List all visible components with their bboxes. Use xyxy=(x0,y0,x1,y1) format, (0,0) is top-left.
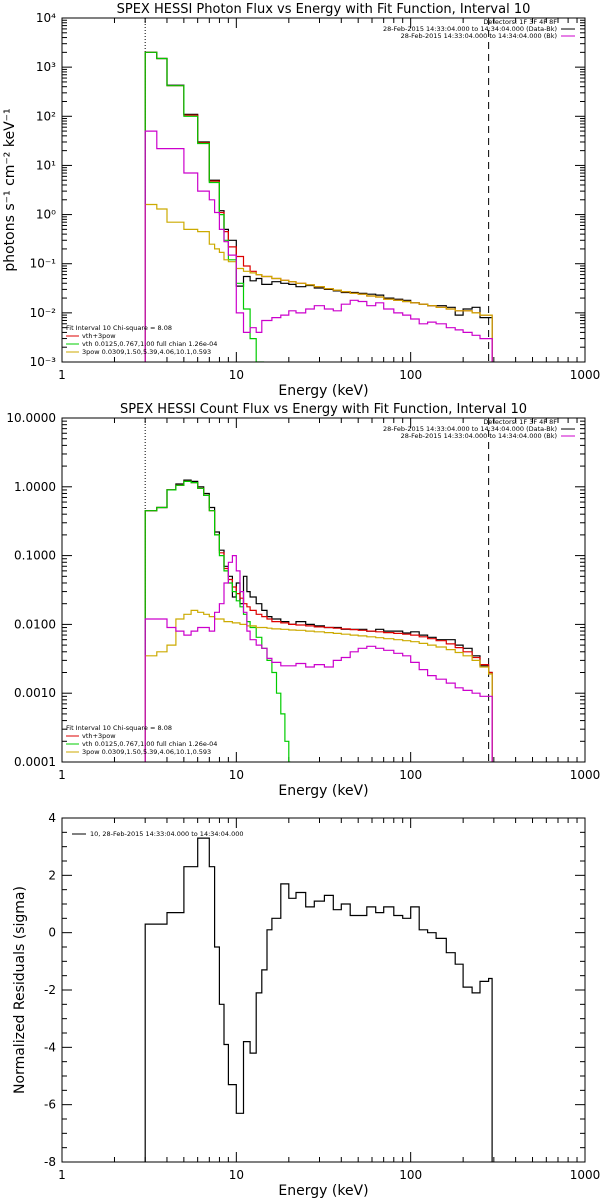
series-line-1 xyxy=(144,51,493,362)
y-tick-label: 0.0010 xyxy=(14,686,56,700)
y-tick-label: 10³ xyxy=(36,60,56,74)
y-tick-label: 10⁻¹ xyxy=(30,257,57,271)
plot-frame xyxy=(61,17,586,363)
y-tick-label: 0.1000 xyxy=(14,549,56,563)
series-group xyxy=(144,51,493,362)
legend-bottom-entry: Fit Interval 10 Chi-square = 8.08 xyxy=(66,324,172,332)
x-tick-label: 1000 xyxy=(570,1168,600,1182)
x-tick-label: 1000 xyxy=(570,368,600,382)
series-line-0 xyxy=(144,51,493,362)
y-tick-label: 0 xyxy=(48,926,56,940)
x-tick-label: 100 xyxy=(399,368,422,382)
y-axis-label: Normalized Residuals (sigma) xyxy=(12,886,28,1094)
legend-bottom-entry: 3pow 0.0309,1.50,5.39,4.06,10.1,0.593 xyxy=(82,348,211,356)
y-tick-label: -6 xyxy=(44,1098,56,1112)
photon-flux-panel: SPEX HESSI Photon Flux vs Energy with Fi… xyxy=(2,2,600,399)
y-tick-label: 0.0001 xyxy=(14,755,56,769)
x-tick-label: 10 xyxy=(229,368,244,382)
y-tick-label: 10¹ xyxy=(36,158,56,172)
series-line-1 xyxy=(144,480,493,762)
y-tick-label: 0.0100 xyxy=(14,617,56,631)
series-line-0 xyxy=(144,837,493,1162)
legend-bottom-entry: vth 0.0125,0.767,1.00 full chian 1.26e-0… xyxy=(82,740,217,748)
series-group xyxy=(144,837,493,1162)
series-line-3 xyxy=(144,203,493,362)
x-tick-label: 1 xyxy=(58,768,66,782)
plot-frame xyxy=(61,817,586,1163)
y-tick-label: 10⁴ xyxy=(36,11,56,25)
series-line-2 xyxy=(144,51,265,362)
x-tick-label: 100 xyxy=(399,768,422,782)
series-group xyxy=(144,479,493,762)
legend-top-entry: Detectors: 1F 3F 4F 8F xyxy=(483,18,557,26)
y-axis-label: photons s⁻¹ cm⁻² keV⁻¹ xyxy=(2,108,18,271)
residuals-panel: 1 10 100 1000 -8 -6 -4 -2 0 2 4 Energy (keV) Normali… xyxy=(12,811,600,1199)
y-tick-label: 10⁻² xyxy=(30,306,57,320)
y-tick-label: -4 xyxy=(44,1040,56,1054)
x-tick-label: 1000 xyxy=(570,768,600,782)
legend-top-entry: Detectors: 1F 3F 4F 8F xyxy=(483,418,557,426)
y-tick-label: 10² xyxy=(36,109,56,123)
y-tick-label: 10.0000 xyxy=(6,411,56,425)
series-line-4 xyxy=(144,555,493,762)
x-tick-label: 1 xyxy=(58,368,66,382)
y-tick-label: 1.0000 xyxy=(14,480,56,494)
y-tick-label: -8 xyxy=(44,1155,56,1169)
x-tick-label: 10 xyxy=(229,1168,244,1182)
y-tick-label: 4 xyxy=(48,811,56,825)
x-tick-label: 10 xyxy=(229,768,244,782)
x-axis-label: Energy (keV) xyxy=(278,1183,368,1199)
y-tick-label: 2 xyxy=(48,868,56,882)
legend-bottom-entry: vth+3pow xyxy=(82,732,116,740)
legend-bottom-entry: vth 0.0125,0.767,1.00 full chian 1.26e-0… xyxy=(82,340,217,348)
x-tick-label: 100 xyxy=(399,1168,422,1182)
legend-bottom-entry: 3pow 0.0309,1.50,5.39,4.06,10.1,0.593 xyxy=(82,748,211,756)
series-line-2 xyxy=(144,480,291,762)
x-axis-label: Energy (keV) xyxy=(278,783,368,799)
series-line-3 xyxy=(144,609,493,762)
x-axis-label: Energy (keV) xyxy=(278,383,368,399)
legend-top-entry: 28-Feb-2015 14:33:04.000 to 14:34:04.000… xyxy=(383,425,557,433)
legend-top-entry: 28-Feb-2015 14:33:04.000 to 14:34:04.000… xyxy=(401,432,557,440)
plot-frame xyxy=(61,417,586,763)
chart-title: SPEX HESSI Photon Flux vs Energy with Fi… xyxy=(117,2,531,17)
count-flux-panel: SPEX HESSI Count Flux vs Energy with Fit… xyxy=(6,402,600,799)
legend-bottom-entry: vth+3pow xyxy=(82,332,116,340)
y-tick-label: -2 xyxy=(44,983,56,997)
legend-top-entry: 28-Feb-2015 14:33:04.000 to 14:34:04.000… xyxy=(401,32,557,40)
legend-top-entry: 28-Feb-2015 14:33:04.000 to 14:34:04.000… xyxy=(383,25,557,33)
chart-title: SPEX HESSI Count Flux vs Energy with Fit… xyxy=(120,402,527,417)
y-tick-label: 10⁻³ xyxy=(30,355,57,369)
legend-inset-entry: 10, 28-Feb-2015 14:33:04.000 to 14:34:04… xyxy=(90,830,243,838)
y-tick-label: 10⁰ xyxy=(36,208,56,222)
series-line-0 xyxy=(144,479,493,762)
series-line-4 xyxy=(144,130,493,362)
legend-bottom-entry: Fit Interval 10 Chi-square = 8.08 xyxy=(66,724,172,732)
x-tick-label: 1 xyxy=(58,1168,66,1182)
